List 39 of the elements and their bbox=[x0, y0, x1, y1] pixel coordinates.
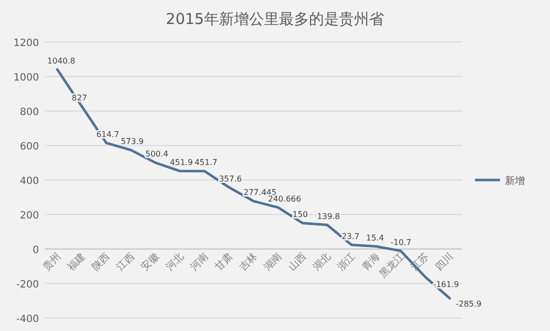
data-label: 451.7 bbox=[194, 158, 218, 168]
x-tick-label: 山西 bbox=[286, 250, 309, 274]
data-label: 500.4 bbox=[145, 150, 168, 159]
x-tick-label: 贵州 bbox=[40, 250, 64, 274]
data-label: 150 bbox=[292, 210, 308, 220]
data-label: 357.6 bbox=[218, 174, 242, 184]
data-label: 573.9 bbox=[120, 137, 144, 146]
y-tick-label: 0 bbox=[32, 245, 39, 256]
legend-label: 新增 bbox=[505, 175, 525, 187]
x-tick-label: 甘肃 bbox=[212, 250, 236, 274]
y-tick-label: 1200 bbox=[14, 38, 39, 49]
x-tick-label: 河北 bbox=[163, 250, 186, 274]
x-tick-label: 河南 bbox=[188, 250, 211, 274]
x-tick-label: 安徽 bbox=[138, 250, 162, 274]
data-label: 240.666 bbox=[268, 194, 302, 204]
data-label: 15.4 bbox=[366, 233, 384, 242]
x-tick-label: 湖北 bbox=[310, 250, 334, 274]
data-label: 23.7 bbox=[342, 232, 360, 241]
x-tick-label: 四川 bbox=[433, 250, 456, 274]
y-tick-label: 1000 bbox=[14, 72, 39, 84]
y-tick-label: 800 bbox=[20, 107, 39, 118]
data-label: 451.9 bbox=[170, 158, 193, 168]
x-tick-label: 江西 bbox=[114, 250, 137, 274]
x-tick-label: 湖南 bbox=[262, 250, 284, 274]
x-tick-label: 福建 bbox=[65, 250, 88, 274]
data-label: -10.7 bbox=[390, 238, 412, 247]
y-tick-label: 600 bbox=[20, 142, 39, 152]
x-tick-label: 浙江 bbox=[335, 250, 358, 274]
data-label: 139.8 bbox=[317, 212, 340, 221]
data-label: -161.9 bbox=[433, 280, 460, 289]
y-tick-label: 400 bbox=[20, 176, 39, 187]
chart-title: 2015年新增公里最多的是贵州省 bbox=[166, 10, 384, 28]
data-label: 1040.8 bbox=[47, 56, 76, 66]
x-tick-label: 陕西 bbox=[90, 250, 112, 274]
data-label: -285.9 bbox=[456, 299, 482, 308]
y-tick-label: -200 bbox=[16, 280, 39, 290]
y-tick-label: 200 bbox=[20, 210, 39, 222]
x-tick-label: 吉林 bbox=[236, 250, 260, 274]
y-tick-label: -400 bbox=[16, 314, 39, 325]
